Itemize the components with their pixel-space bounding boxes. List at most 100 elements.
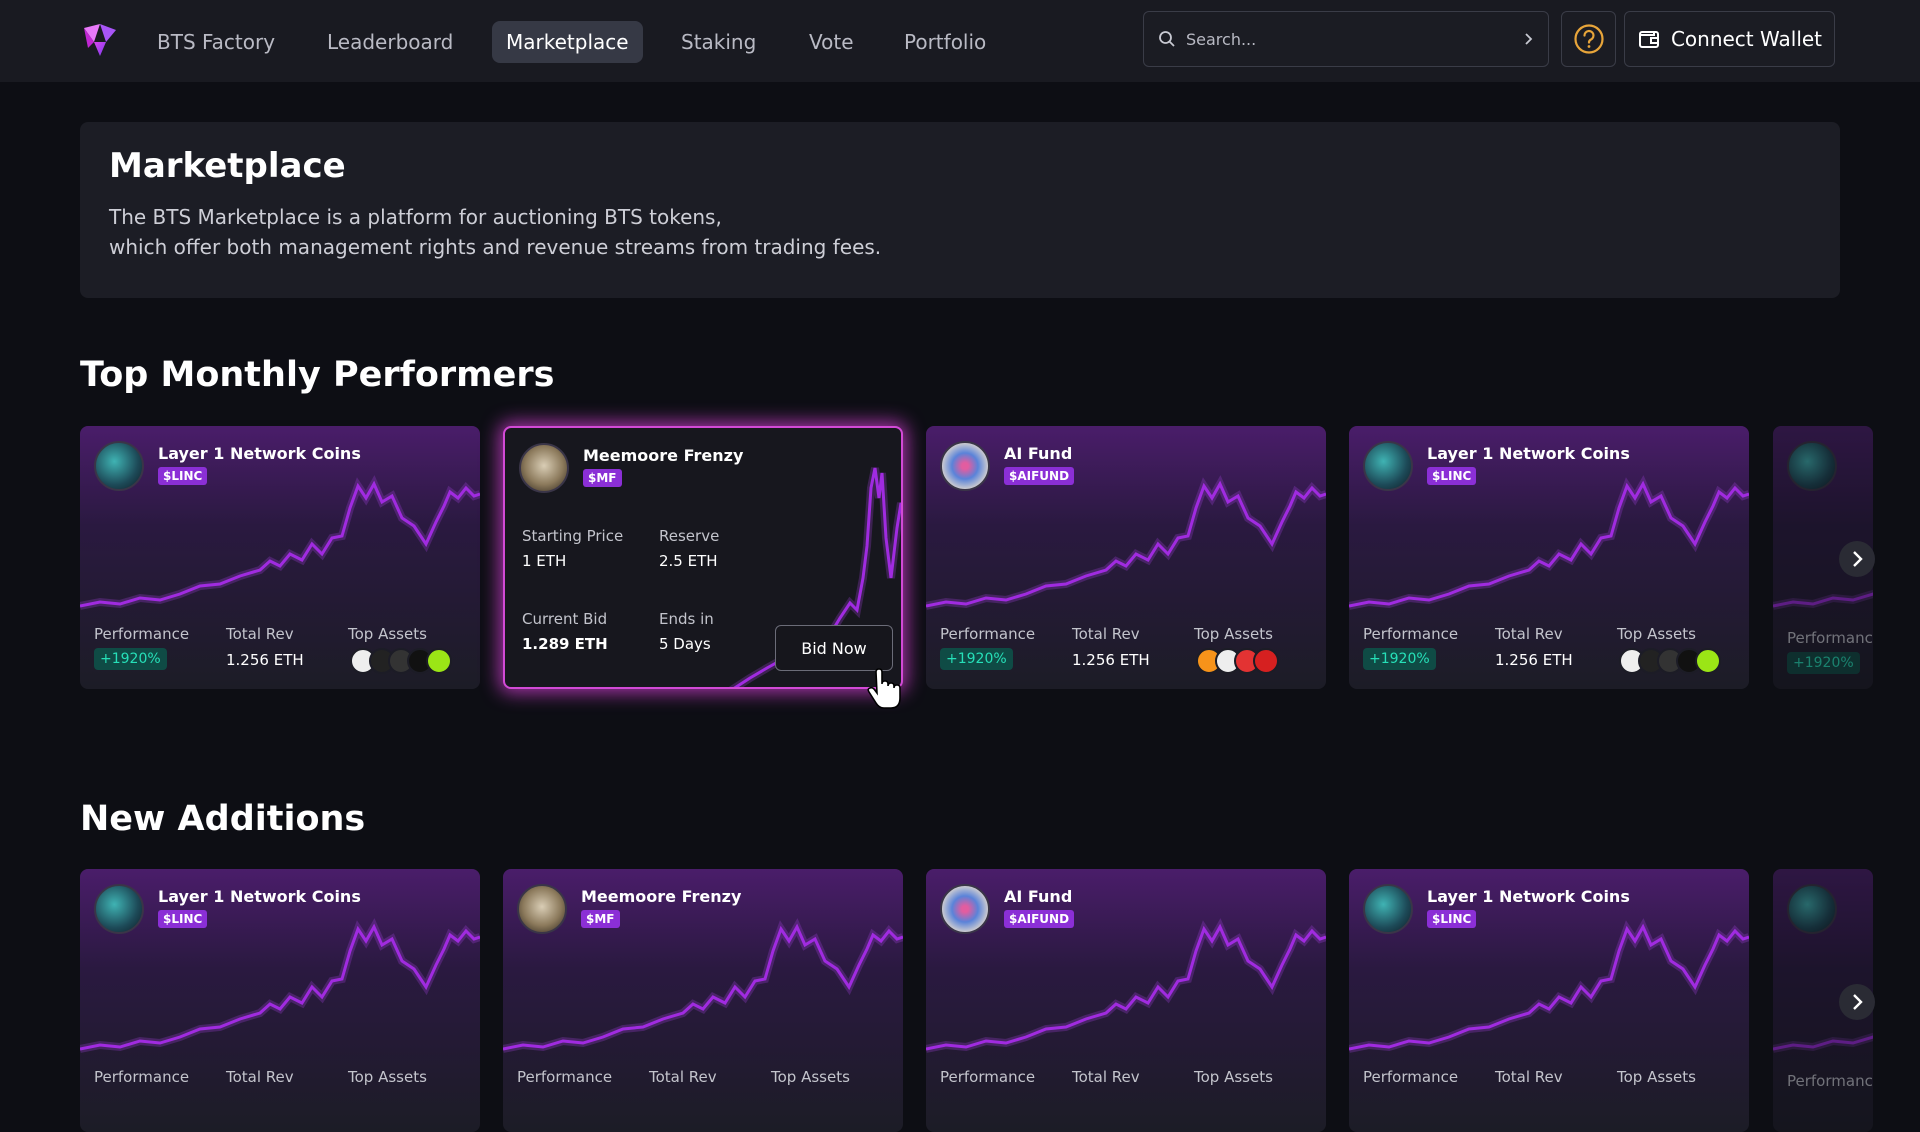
fund-name: Layer 1 Network Coins: [1427, 444, 1630, 463]
hand-cursor-icon: [867, 668, 901, 709]
fund-card-mf[interactable]: Meemoore Frenzy $MF Performance Total Re…: [503, 869, 903, 1132]
performance-badge: +1920%: [940, 648, 1013, 670]
fund-avatar: [1787, 441, 1837, 491]
price-sparkline: [80, 918, 480, 1053]
performance-badge: +1920%: [1787, 652, 1860, 674]
performance-label: Performance: [1787, 629, 1873, 647]
fund-card-aifund[interactable]: AI Fund $AIFUND Performance Total Rev To…: [926, 869, 1326, 1132]
total-rev-value: 1.256 ETH: [1495, 651, 1573, 669]
ends-in-value: 5 Days: [659, 635, 711, 653]
performance-label: Performance: [1787, 1072, 1873, 1090]
nav-staking[interactable]: Staking: [681, 30, 757, 54]
current-bid-value: 1.289 ETH: [522, 635, 608, 653]
fund-avatar: [1787, 884, 1837, 934]
section-title-top-performers: Top Monthly Performers: [80, 355, 555, 395]
sparkline-glow: [926, 918, 1326, 1053]
nav-bts-factory[interactable]: BTS Factory: [157, 30, 276, 54]
sparkline: [1349, 480, 1749, 608]
fund-name: Layer 1 Network Coins: [158, 444, 361, 463]
asset-token-icon: [426, 648, 452, 674]
top-nav: BTS Factory Leaderboard Marketplace Stak…: [0, 0, 1920, 82]
sparkline-glow: [926, 475, 1326, 610]
total-rev-label: Total Rev: [1495, 1068, 1563, 1086]
fund-name: Layer 1 Network Coins: [1427, 887, 1630, 906]
current-bid-label: Current Bid: [522, 610, 608, 628]
connect-wallet-button[interactable]: Connect Wallet: [1624, 11, 1835, 67]
nav-portfolio[interactable]: Portfolio: [904, 30, 987, 54]
fund-ticker: $LINC: [158, 910, 208, 928]
fund-avatar: [517, 884, 567, 934]
top-assets-label: Top Assets: [1617, 625, 1696, 643]
fund-ticker: $LINC: [158, 467, 208, 485]
carousel-next-button[interactable]: [1839, 984, 1875, 1020]
hero-description: The BTS Marketplace is a platform for au…: [109, 202, 1811, 262]
total-rev-label: Total Rev: [1495, 625, 1563, 643]
total-rev-value: 1.256 ETH: [1072, 651, 1150, 669]
top-assets-icons: [1619, 648, 1721, 674]
nav-marketplace[interactable]: Marketplace: [492, 21, 643, 63]
chevron-right-icon[interactable]: [1524, 32, 1534, 46]
starting-price-value: 1 ETH: [522, 552, 567, 570]
bts-logo-icon[interactable]: [80, 20, 120, 60]
sparkline-glow: [1349, 475, 1749, 610]
fund-ticker: $AIFUND: [1004, 910, 1075, 928]
asset-token-icon: [1695, 648, 1721, 674]
top-assets-label: Top Assets: [348, 625, 427, 643]
fund-card-linc[interactable]: Layer 1 Network Coins $LINC Performance …: [1349, 869, 1749, 1132]
section-title-new-additions: New Additions: [80, 799, 366, 839]
fund-name: Meemoore Frenzy: [583, 446, 744, 465]
total-rev-label: Total Rev: [1072, 1068, 1140, 1086]
sparkline: [926, 923, 1326, 1051]
performance-label: Performance: [940, 625, 1036, 643]
total-rev-label: Total Rev: [226, 625, 294, 643]
hero-line-2: which offer both management rights and r…: [109, 235, 882, 259]
price-sparkline: [1349, 475, 1749, 610]
total-rev-label: Total Rev: [226, 1068, 294, 1086]
fund-avatar: [940, 884, 990, 934]
fund-avatar: [519, 443, 569, 493]
performance-label: Performance: [1363, 625, 1459, 643]
fund-card-linc[interactable]: Layer 1 Network Coins $LINC Performance …: [80, 426, 480, 689]
reserve-label: Reserve: [659, 527, 720, 545]
bid-now-button[interactable]: Bid Now: [775, 625, 893, 671]
fund-avatar: [940, 441, 990, 491]
performance-badge: +1920%: [94, 648, 167, 670]
top-assets-label: Top Assets: [771, 1068, 850, 1086]
fund-card-mf-featured[interactable]: Meemoore Frenzy $MF Starting Price Reser…: [503, 426, 903, 689]
fund-ticker: $LINC: [1427, 467, 1477, 485]
chevron-right-icon: [1853, 551, 1863, 567]
sparkline: [80, 480, 480, 608]
sparkline-glow: [80, 918, 480, 1053]
search-input[interactable]: [1186, 29, 1524, 49]
sparkline-glow: [1349, 918, 1749, 1053]
page-title: Marketplace: [109, 146, 346, 186]
help-button[interactable]: [1561, 11, 1616, 67]
fund-ticker: $AIFUND: [1004, 467, 1075, 485]
price-sparkline: [1349, 918, 1749, 1053]
fund-card-linc[interactable]: Layer 1 Network Coins $LINC Performance …: [1349, 426, 1749, 689]
performance-badge: +1920%: [1363, 648, 1436, 670]
nav-vote[interactable]: Vote: [809, 30, 854, 54]
total-rev-label: Total Rev: [649, 1068, 717, 1086]
nav-leaderboard[interactable]: Leaderboard: [327, 30, 454, 54]
fund-avatar: [1363, 441, 1413, 491]
carousel-next-button[interactable]: [1839, 541, 1875, 577]
fund-card-aifund[interactable]: AI Fund $AIFUND Performance Total Rev To…: [926, 426, 1326, 689]
top-assets-label: Top Assets: [348, 1068, 427, 1086]
performance-label: Performance: [1363, 1068, 1459, 1086]
search-box: [1143, 11, 1549, 67]
connect-wallet-label: Connect Wallet: [1670, 27, 1823, 51]
fund-name: AI Fund: [1004, 444, 1073, 463]
performance-label: Performance: [517, 1068, 613, 1086]
sparkline: [926, 480, 1326, 608]
performance-label: Performance: [94, 625, 190, 643]
top-assets-label: Top Assets: [1194, 1068, 1273, 1086]
total-rev-label: Total Rev: [1072, 625, 1140, 643]
performance-label: Performance: [940, 1068, 1036, 1086]
ends-in-label: Ends in: [659, 610, 714, 628]
fund-ticker: $MF: [583, 469, 622, 487]
fund-card-linc[interactable]: Layer 1 Network Coins $LINC Performance …: [80, 869, 480, 1132]
price-sparkline: [926, 475, 1326, 610]
fund-avatar: [1363, 884, 1413, 934]
fund-card-partial[interactable]: Performance +1920%: [1773, 426, 1873, 689]
